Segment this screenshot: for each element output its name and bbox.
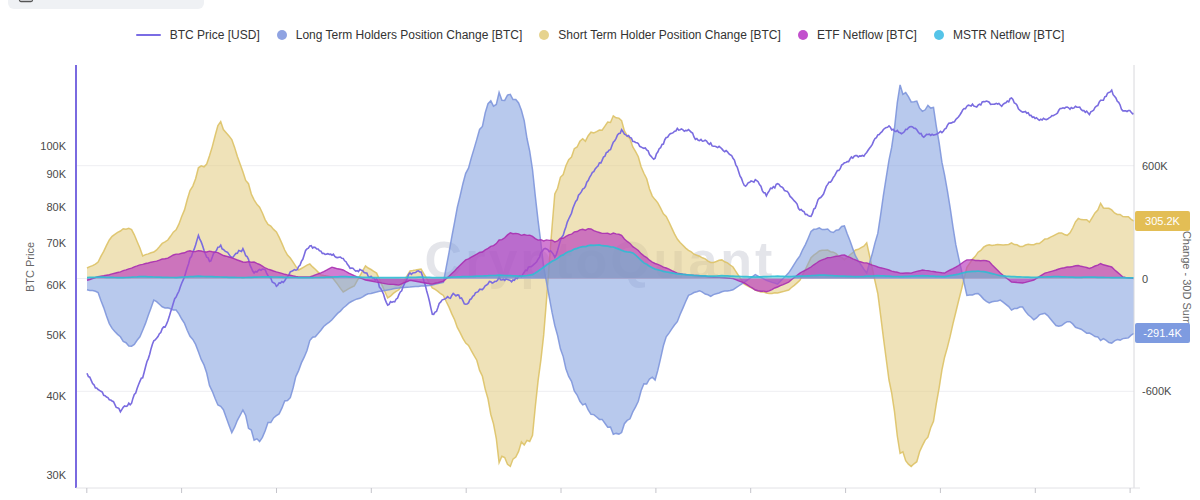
left-axis-tick-label: 100K — [0, 140, 66, 152]
legend-item-mstr-netflow-btc[interactable]: MSTR Netflow [BTC] — [934, 28, 1064, 42]
right-axis-tick-label: -600K — [1142, 385, 1171, 397]
chart-canvas[interactable] — [0, 0, 1200, 500]
date-range-control[interactable]: 2024 Jan 02 - 2025 Oct 20 — [8, 0, 204, 9]
legend-marker — [934, 30, 944, 40]
sth-latest-badge: 305.2K — [1135, 211, 1190, 231]
legend: BTC Price [USD] Long Term Holders Positio… — [0, 28, 1200, 42]
legend-marker — [136, 34, 161, 36]
right-axis-title: Change - 30D Sum — [1181, 231, 1193, 325]
left-axis-tick-label: 30K — [0, 469, 66, 481]
legend-marker — [798, 30, 808, 40]
legend-marker — [277, 30, 287, 40]
left-axis-tick-label: 70K — [0, 237, 66, 249]
left-axis-tick-label: 80K — [0, 201, 66, 213]
legend-label: MSTR Netflow [BTC] — [953, 28, 1064, 42]
legend-marker — [539, 30, 549, 40]
left-axis-tick-label: 60K — [0, 279, 66, 291]
left-axis-tick-label: 40K — [0, 390, 66, 402]
right-axis-tick-label: 600K — [1142, 160, 1168, 172]
date-range-text: 2024 Jan 02 - 2025 Oct 20 — [42, 0, 190, 2]
legend-item-btc-price-usd[interactable]: BTC Price [USD] — [136, 28, 260, 42]
left-axis-tick-label: 50K — [0, 329, 66, 341]
legend-item-short-term-holder-position-change-btc[interactable]: Short Term Holder Position Change [BTC] — [539, 28, 781, 42]
legend-item-etf-netflow-btc[interactable]: ETF Netflow [BTC] — [798, 28, 917, 42]
right-axis-tick-label: 0 — [1142, 273, 1148, 285]
legend-label: ETF Netflow [BTC] — [817, 28, 917, 42]
lth-latest-badge: -291.4K — [1135, 323, 1190, 343]
cryptoquant-chart: { "header": {"date_range": "2024 Jan 02 … — [0, 0, 1200, 500]
legend-label: Long Term Holders Position Change [BTC] — [296, 28, 523, 42]
left-axis-tick-label: 90K — [0, 168, 66, 180]
calendar-icon — [18, 0, 34, 3]
legend-label: BTC Price [USD] — [170, 28, 260, 42]
legend-item-long-term-holders-position-change-btc[interactable]: Long Term Holders Position Change [BTC] — [277, 28, 523, 42]
legend-label: Short Term Holder Position Change [BTC] — [558, 28, 781, 42]
